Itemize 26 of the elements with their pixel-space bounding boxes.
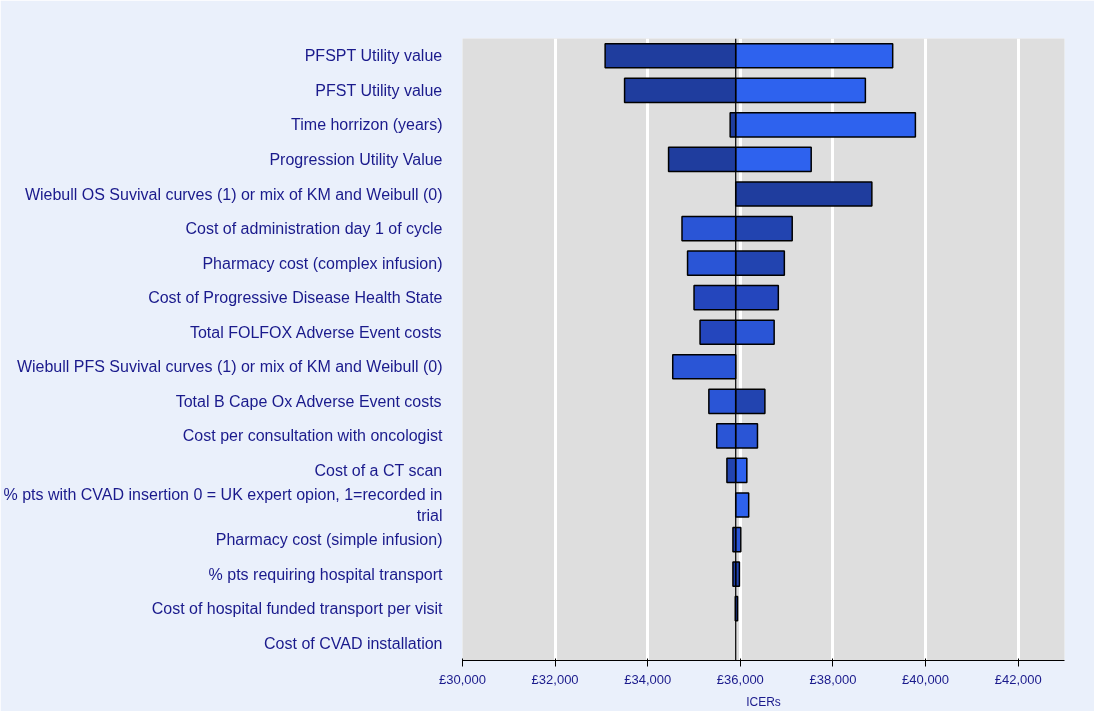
y-tick-label: Wiebull PFS Suvival curves (1) or mix of KM and Weibull (0) xyxy=(16,358,443,376)
x-axis-title: ICERs xyxy=(746,694,781,709)
y-tick-label: % pts with CVAD insertion 0 = UK expert opion, 1=recorded in trial xyxy=(3,486,443,524)
y-tick-label: Cost of Progressive Disease Health State xyxy=(148,289,443,307)
x-tick-label: £32,000 xyxy=(531,671,579,687)
x-tick-label: £42,000 xyxy=(994,671,1042,687)
y-tick-label: Cost of a CT scan xyxy=(314,461,443,479)
x-tick-label: £34,000 xyxy=(624,671,672,687)
y-tick-label: Time horrizon (years) xyxy=(291,116,443,134)
x-tick-label: £36,000 xyxy=(716,671,764,687)
y-tick-label: Cost of hospital funded transport per visit xyxy=(151,600,444,618)
x-tick-label: £38,000 xyxy=(809,671,857,687)
y-tick-label: PFST Utility value xyxy=(315,81,443,99)
x-tick-label: £40,000 xyxy=(902,671,950,687)
y-tick-label: Cost of CVAD installation xyxy=(264,634,443,652)
y-tick-label: Cost per consultation with oncologist xyxy=(182,427,444,445)
y-tick-label: Pharmacy cost (complex infusion) xyxy=(202,254,443,272)
y-tick-label: Cost of administration day 1 of cycle xyxy=(185,220,443,238)
y-tick-label: Total B Cape Ox Adverse Event costs xyxy=(175,392,442,410)
x-tick-label: £30,000 xyxy=(439,671,486,687)
y-tick-label: Pharmacy cost (simple infusion) xyxy=(215,531,443,549)
y-tick-label: Wiebull OS Suvival curves (1) or mix of KM and Weibull (0) xyxy=(24,185,443,203)
y-tick-label: % pts requiring hospital transport xyxy=(208,565,444,583)
y-tick-label: Progression Utility Value xyxy=(269,150,443,168)
y-tick-label: Total FOLFOX Adverse Event costs xyxy=(189,323,442,341)
y-tick-label: PFSPT Utility value xyxy=(304,47,443,65)
